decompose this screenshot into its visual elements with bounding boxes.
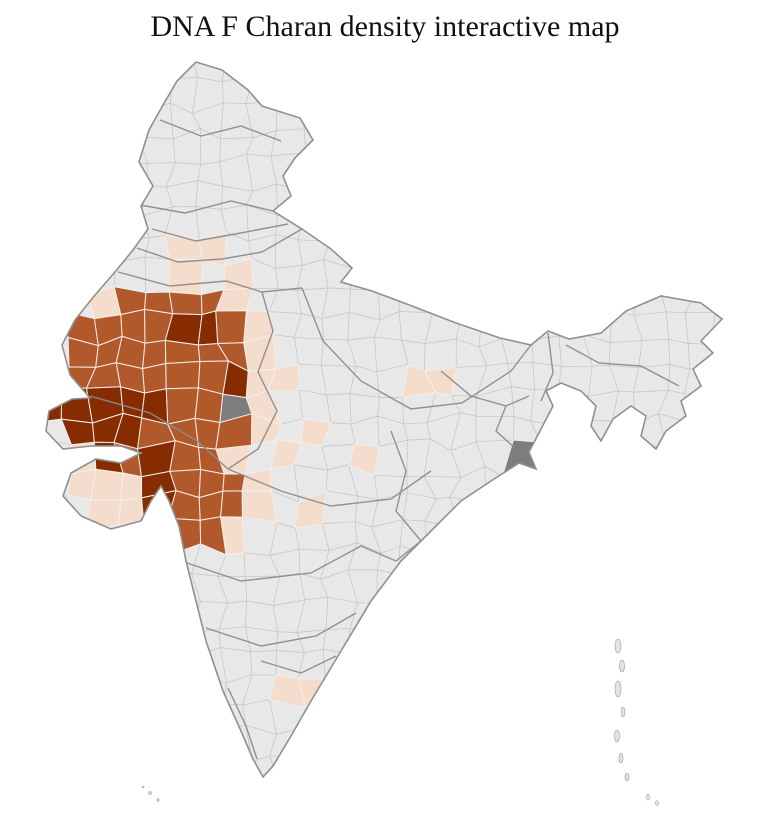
district-cell-mid[interactable] <box>165 360 201 390</box>
district-cell-mid[interactable] <box>143 517 170 556</box>
island-district <box>618 752 624 764</box>
island-district <box>619 659 625 673</box>
island-district <box>620 706 626 718</box>
district-cell-high[interactable] <box>37 387 63 423</box>
district-cell-low[interactable] <box>120 472 143 501</box>
district-cell-mid[interactable] <box>168 291 203 316</box>
district-cell-low[interactable] <box>347 443 380 476</box>
district-cell-low[interactable] <box>164 234 203 261</box>
district-cell-low[interactable] <box>90 468 124 501</box>
district-cell-high[interactable] <box>197 310 219 346</box>
district-cell-mid[interactable] <box>199 516 227 556</box>
district-cell-low[interactable] <box>168 258 203 296</box>
district-cell-low[interactable] <box>269 439 302 470</box>
island-district <box>141 785 145 789</box>
district-cell-low[interactable] <box>300 418 332 447</box>
district-cell-mid[interactable] <box>215 310 247 345</box>
district-cell-mid[interactable] <box>220 490 243 518</box>
island-district <box>624 772 630 782</box>
district-cell-low[interactable] <box>241 490 278 524</box>
district-cell-high[interactable] <box>93 441 124 474</box>
island-district <box>148 791 152 795</box>
island-district <box>156 798 160 802</box>
district-cell-high[interactable] <box>141 388 169 425</box>
district-cell-na[interactable] <box>219 393 253 424</box>
island-district <box>614 729 620 743</box>
district-cell-mid[interactable] <box>222 473 246 492</box>
island-district <box>614 638 622 654</box>
island-districts[interactable] <box>141 638 659 806</box>
island-district <box>655 800 659 806</box>
district-cell-low[interactable] <box>267 363 300 392</box>
district-cell-low[interactable] <box>294 489 327 529</box>
map-title: DNA F Charan density interactive map <box>150 10 620 43</box>
district-cell-mid[interactable] <box>142 362 167 394</box>
district-cell-low[interactable] <box>423 366 457 397</box>
island-district <box>614 680 622 698</box>
district-cell-mid[interactable] <box>194 387 224 424</box>
island-district <box>646 793 650 801</box>
country-outline <box>45 61 724 779</box>
